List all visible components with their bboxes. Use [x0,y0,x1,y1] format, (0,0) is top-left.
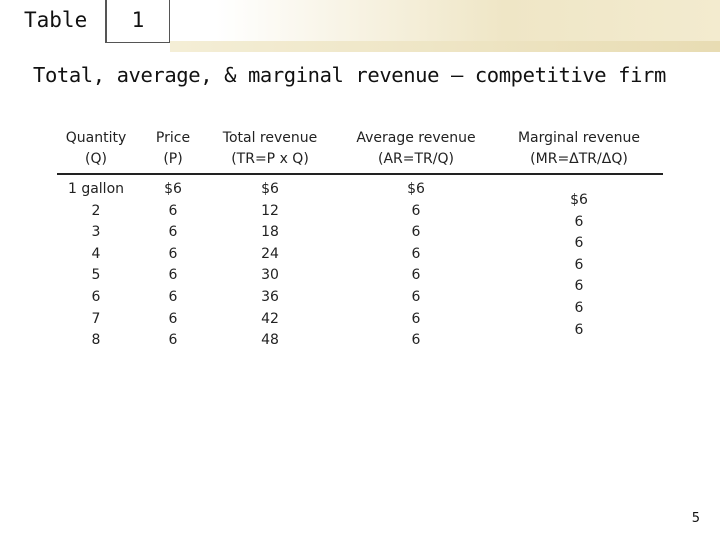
header-price-line1: Price [155,130,191,146]
table-cell: $6 [570,192,588,208]
table-cell: 2 [91,202,101,219]
column-quantity: Quantity (Q) [54,128,138,170]
table-cell: 4 [91,245,101,262]
table-cell: 6 [91,288,101,305]
table-cell: 7 [91,310,101,327]
header-divider [57,173,663,175]
header-average-revenue: Average revenue (AR=TR/Q) [342,128,490,170]
table-cell: 6 [574,321,584,338]
table-cell: 1 gallon [67,181,125,197]
column-average-revenue: Average revenue (AR=TR/Q) [342,128,490,170]
cells-quantity: 1 gallon 2 3 4 5 6 7 8 [54,179,138,352]
table-number: 1 [131,8,145,32]
table-cell: 6 [574,213,584,230]
table-cell: 6 [411,310,421,327]
table-cell: 6 [168,245,178,262]
table-cell: 6 [411,267,421,284]
table-cell: $6 [407,181,425,197]
header-quantity: Quantity (Q) [54,128,138,170]
header-average-revenue-line1: Average revenue [356,130,476,146]
table-cell: 5 [91,267,101,284]
cells-marginal-revenue: $6 6 6 6 6 6 6 [502,190,656,341]
header-band-stripe [170,41,720,52]
table-cell: 3 [91,224,101,241]
column-total-revenue: Total revenue (TR=P x Q) [210,128,330,170]
table-cell: 6 [168,332,178,349]
table-cell: 6 [574,299,584,316]
table-cell: 6 [574,235,584,252]
column-marginal-revenue: Marginal revenue (MR=ΔTR/ΔQ) [502,128,656,170]
table-cell: 6 [168,202,178,219]
header-quantity-line2: (Q) [85,151,107,167]
header-total-revenue: Total revenue (TR=P x Q) [210,128,330,170]
slide-title: Total, average, & marginal revenue – com… [33,63,666,87]
table-label-box: Table [0,0,106,43]
table-cell: 42 [261,310,279,327]
table-cell: 6 [168,288,178,305]
page-number: 5 [691,511,700,526]
table-cell: 48 [261,332,279,349]
header-marginal-revenue: Marginal revenue (MR=ΔTR/ΔQ) [502,128,656,170]
table-label: Table [24,8,88,32]
table-cell: 6 [411,288,421,305]
header-marginal-revenue-line2: (MR=ΔTR/ΔQ) [530,151,628,167]
table-cell: $6 [164,181,182,197]
table-cell: 6 [411,332,421,349]
table-cell: 6 [168,224,178,241]
header-price-line2: (P) [163,151,183,167]
header-price: Price (P) [145,128,201,170]
table-cell: 18 [261,224,279,241]
cells-total-revenue: $6 12 18 24 30 36 42 48 [210,179,330,352]
header-marginal-revenue-line1: Marginal revenue [517,130,641,146]
table-cell: 36 [261,288,279,305]
table-cell: 6 [168,267,178,284]
table-cell: 12 [261,202,279,219]
header-total-revenue-line2: (TR=P x Q) [231,151,309,167]
table-cell: 24 [261,245,279,262]
column-price: Price (P) [145,128,201,170]
table-cell: 6 [574,256,584,273]
header-average-revenue-line2: (AR=TR/Q) [378,151,454,167]
cells-price: $6 6 6 6 6 6 6 6 [145,179,201,352]
table-cell: 6 [411,245,421,262]
header-total-revenue-line1: Total revenue [222,130,318,146]
table-number-box: 1 [106,0,170,43]
cells-average-revenue: $6 6 6 6 6 6 6 6 [342,179,490,352]
table-cell: 6 [168,310,178,327]
table-cell: 6 [411,202,421,219]
header-quantity-line1: Quantity [65,130,127,146]
table-cell: 6 [574,278,584,295]
table-cell: $6 [261,181,279,197]
table-cell: 6 [411,224,421,241]
table-cell: 8 [91,332,101,349]
table-cell: 30 [261,267,279,284]
